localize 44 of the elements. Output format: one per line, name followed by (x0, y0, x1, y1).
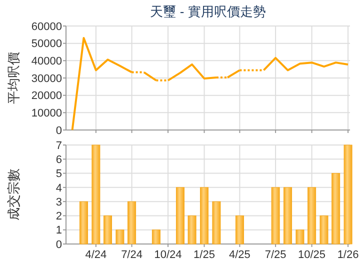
y-tick-label: 3 (56, 196, 62, 208)
bar (332, 173, 340, 244)
x-tick-label: 4/24 (85, 249, 107, 261)
bar (200, 187, 209, 244)
x-tick-label: 10/24 (154, 249, 182, 261)
x-tick-label: 4/25 (229, 249, 250, 261)
x-tick-label: 7/25 (264, 249, 286, 261)
bar (128, 201, 136, 244)
y-tick-label: 60000 (31, 20, 62, 33)
bar (308, 187, 316, 244)
bar (188, 215, 196, 244)
y-tick-label: 0 (56, 124, 62, 137)
bar (152, 230, 160, 244)
x-tick-label: 1/25 (194, 249, 215, 261)
bar (284, 187, 292, 244)
bar (320, 215, 328, 244)
y-tick-label: 30000 (31, 72, 62, 85)
bar (104, 215, 112, 244)
bar (296, 230, 304, 244)
chart-title: 天璽 - 實用呎價走勢 (150, 4, 266, 19)
x-tick-label: 1/26 (337, 249, 359, 261)
x-tick-label: 7/24 (121, 249, 142, 261)
bar (344, 144, 352, 244)
y-axis-title: 成交宗數 (6, 168, 21, 220)
x-tick-label: 10/25 (298, 249, 326, 261)
y-tick-label: 7 (56, 140, 62, 152)
bar (212, 201, 221, 244)
y-axis-title: 平均呎價 (6, 52, 21, 104)
y-tick-label: 10000 (31, 108, 62, 120)
bar (271, 187, 280, 244)
y-tick-label: 2 (56, 210, 62, 223)
y-tick-label: 40000 (31, 56, 62, 68)
y-tick-label: 1 (56, 224, 62, 237)
bar (116, 230, 124, 244)
y-tick-label: 50000 (31, 38, 62, 50)
y-tick-label: 6 (56, 154, 62, 166)
bar (235, 215, 244, 244)
bar (79, 201, 88, 244)
y-tick-label: 20000 (31, 90, 62, 102)
y-tick-label: 0 (56, 238, 62, 251)
y-tick-label: 4 (56, 182, 62, 194)
y-tick-label: 5 (56, 168, 62, 180)
bar (176, 187, 184, 244)
bar (92, 144, 100, 244)
